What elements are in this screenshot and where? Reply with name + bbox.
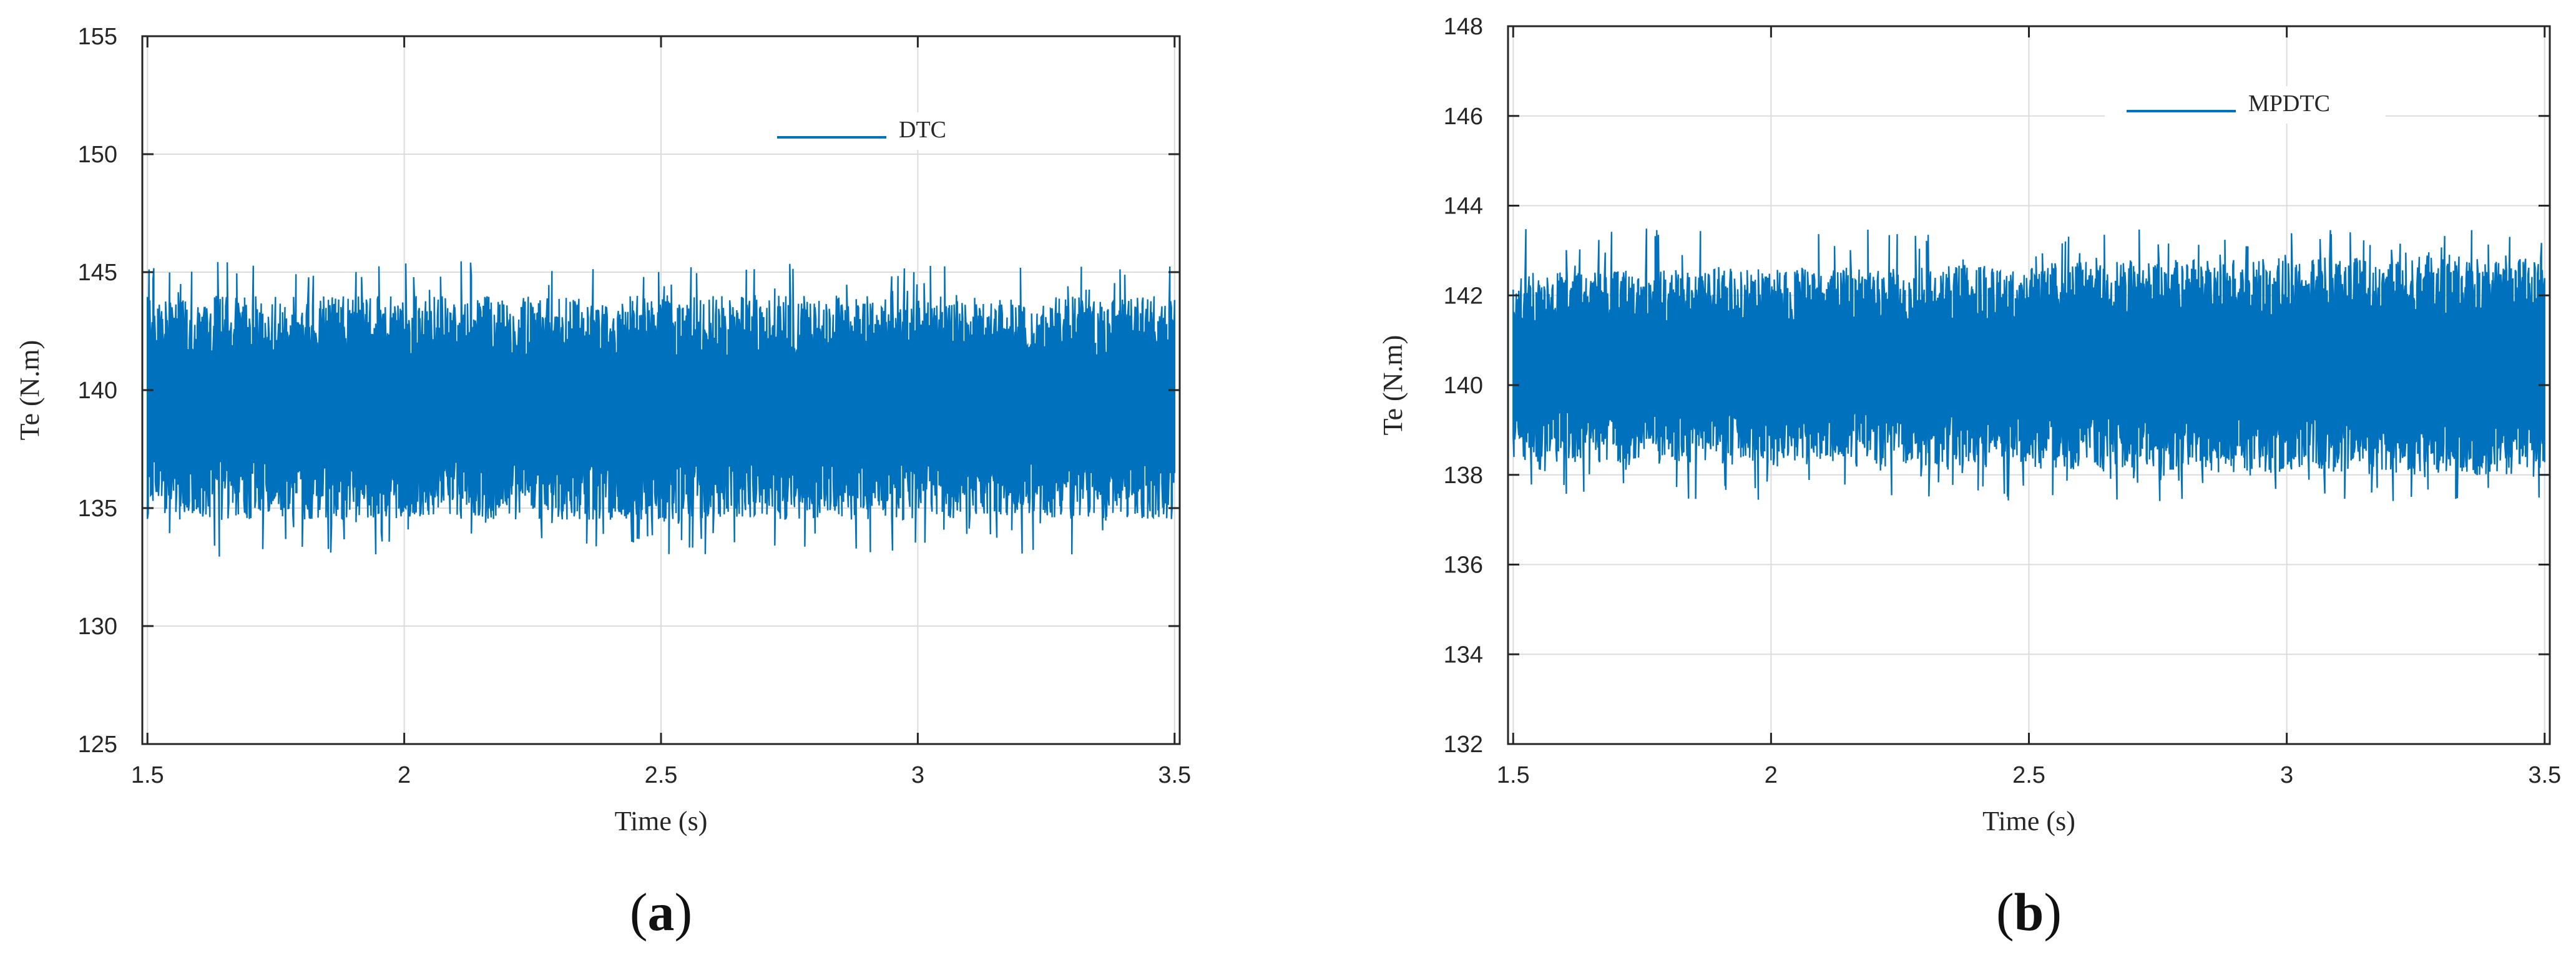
x-axis-label-a: Time (s) [615,806,708,836]
tick-marks-a [142,35,1180,745]
y-tick-label: 142 [1444,283,1483,309]
x-tick-label: 2 [398,762,411,788]
tick-marks-b [1508,25,2550,745]
y-tick-label: 138 [1444,463,1483,489]
chart-panel-b: 1.5 2 2.5 3 3.5 132134136138140142144146148 … [1378,14,2561,942]
x-tick-label: 3.5 [1158,762,1191,788]
y-tick-label: 125 [78,732,117,758]
y-tick-label: 140 [78,378,117,404]
y-axis-label-b: Te (N.m) [1378,335,1408,436]
x-axis-label-b: Time (s) [1982,806,2075,836]
y-tick-label: 145 [78,260,117,286]
y-tick-label: 132 [1444,732,1483,758]
chart-panel-a: 1.5 2 2.5 3 3.5 125 130 135 140 145 150 155 Time (… [14,24,1191,942]
legend-b: MPDTC [2105,86,2386,124]
panel-label-b: (b) [1996,882,2062,942]
y-tick-label: 134 [1444,642,1483,668]
signal-a [147,261,1175,557]
legend-a: DTC [755,112,992,150]
legend-box-b [2105,86,2386,124]
panel-label-close-a: ) [675,882,693,942]
legend-box-a [755,112,992,150]
x-tick-label: 2.5 [645,762,678,788]
x-tick-labels-a: 1.5 2 2.5 3 3.5 [131,762,1191,788]
y-tick-label: 155 [78,24,117,50]
x-tick-label: 2 [1765,762,1778,788]
x-tick-label: 2.5 [2012,762,2045,788]
panel-label-a: (a) [630,882,692,942]
signal-b [1512,228,2545,501]
x-tick-label: 1.5 [1497,762,1530,788]
y-tick-label: 148 [1444,14,1483,40]
legend-entry-mpdtc: MPDTC [2248,91,2330,117]
x-tick-label: 3 [2280,762,2293,788]
y-tick-label: 135 [78,496,117,522]
x-tick-labels-b: 1.5 2 2.5 3 3.5 [1497,762,2561,788]
x-tick-label: 3.5 [2528,762,2561,788]
panel-label-close-b: ) [2044,882,2062,942]
panel-label-open-a: ( [630,882,648,942]
x-tick-label: 3 [911,762,924,788]
y-tick-labels-a: 125 130 135 140 145 150 155 [78,24,117,758]
y-tick-label: 140 [1444,373,1483,399]
panel-label-letter-a: a [648,882,675,942]
y-tick-labels-b: 132 134 136 138 140 142 144 146 148 [1444,14,1483,758]
y-axis-label-a: Te (N.m) [14,340,45,441]
panel-label-open-b: ( [1996,882,2014,942]
y-tick-label: 136 [1444,552,1483,579]
y-tick-label: 144 [1444,193,1483,220]
y-tick-label: 130 [78,614,117,640]
series-line-mpdtc [1512,228,2545,501]
panel-label-letter-b: b [2014,882,2044,942]
y-tick-label: 146 [1444,104,1483,130]
x-tick-label: 1.5 [131,762,164,788]
series-line-dtc [147,261,1175,557]
y-tick-label: 150 [78,142,117,168]
legend-entry-dtc: DTC [899,117,946,143]
